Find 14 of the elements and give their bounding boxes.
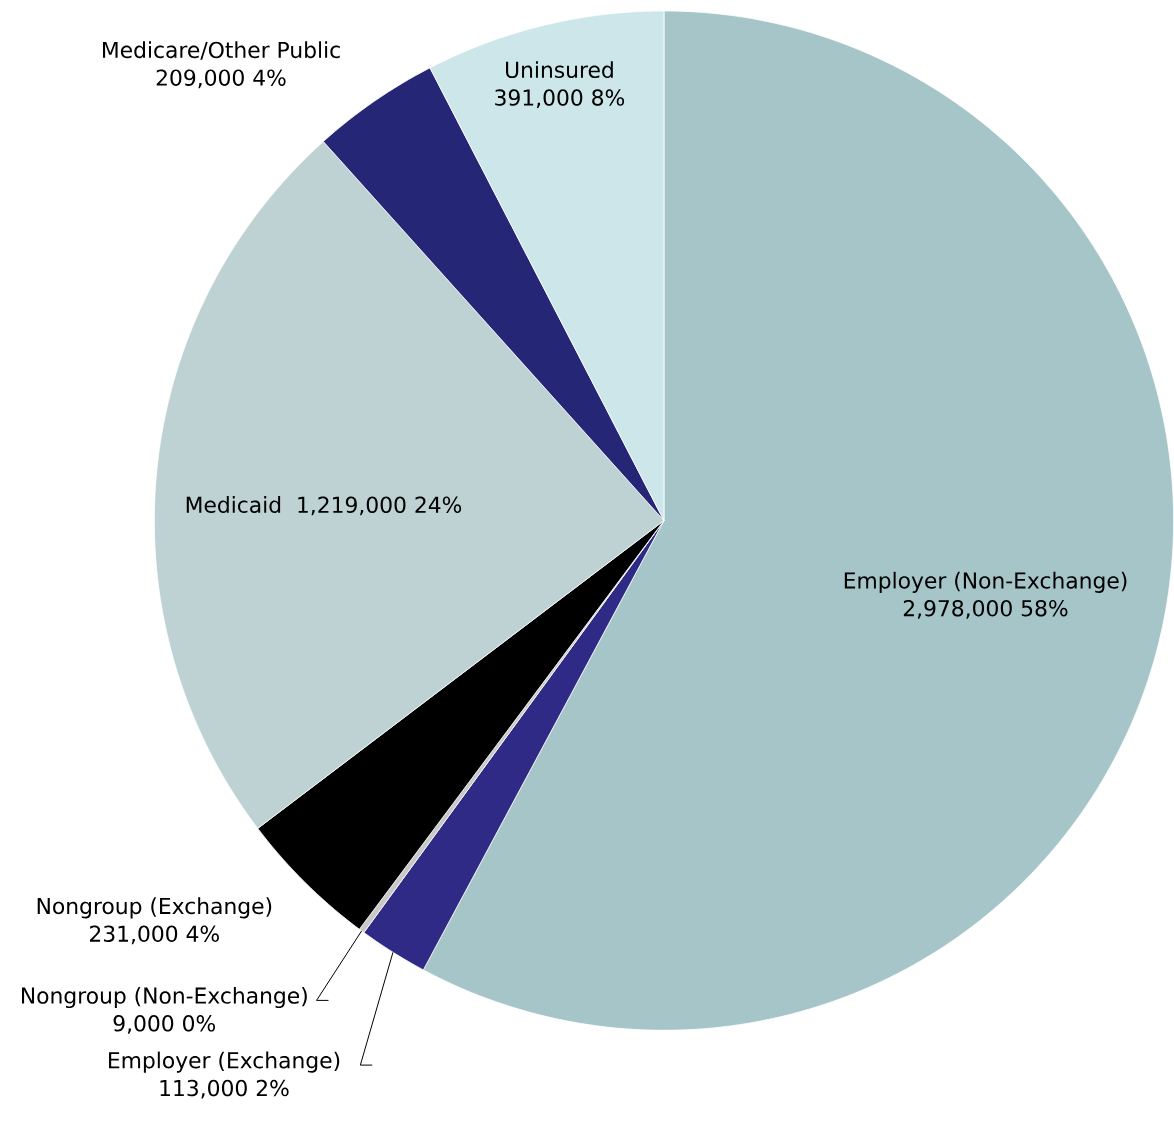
slice-label: Employer (Non-Exchange)	[844, 571, 1127, 594]
data-label: 209,000 4%	[156, 69, 286, 89]
slice-label: Medicaid	[186, 496, 281, 514]
slice-label: Uninsured	[506, 61, 613, 79]
slice-label: Nongroup (Exchange)	[37, 897, 272, 919]
data-label: 9,000 0%	[113, 1015, 216, 1034]
data-label: 113,000 2%	[160, 1079, 289, 1099]
slice-label: Employer (Exchange)	[109, 1051, 340, 1073]
slice-label: Medicare/Other Public	[103, 41, 340, 60]
data-label: 391,000 8%	[495, 89, 625, 109]
data-label: 1,219,000 24%	[298, 496, 462, 516]
slice-label: Nongroup (Non-Exchange)	[22, 986, 307, 1009]
data-label: 231,000 4%	[90, 925, 219, 945]
data-label: 2,978,000 58%	[903, 600, 1068, 619]
